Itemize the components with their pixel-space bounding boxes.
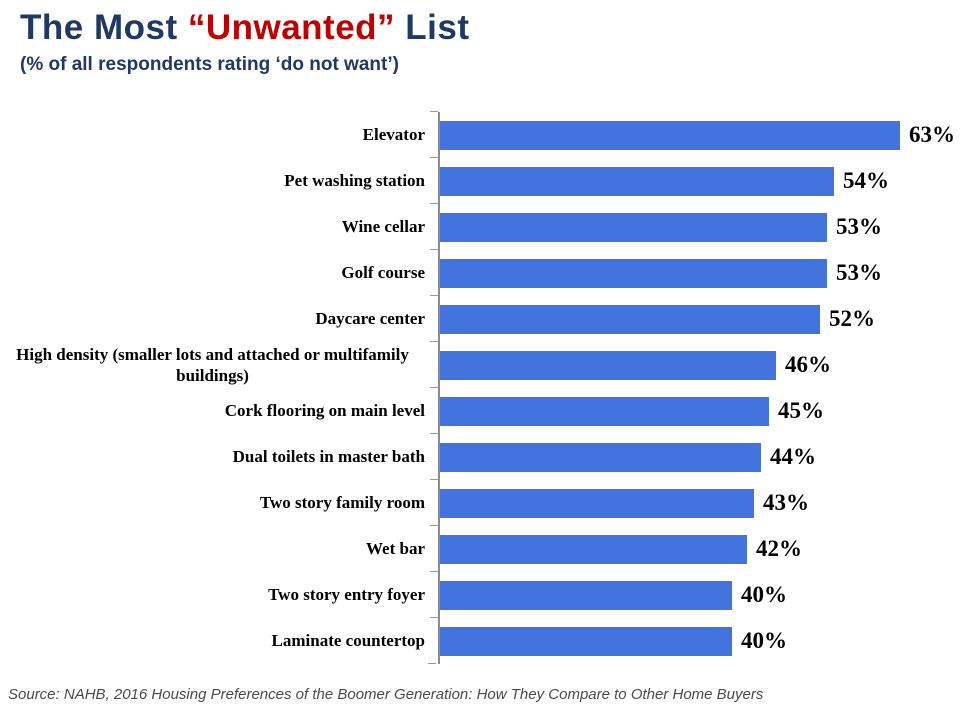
- title-suffix: List: [395, 8, 470, 47]
- chart-plot-area: Elevator 63% Pet washing station 54% Win…: [0, 111, 963, 664]
- bar: [440, 304, 820, 334]
- title-prefix: The Most: [20, 8, 188, 47]
- bar: [440, 350, 776, 380]
- value-label: 40%: [741, 628, 787, 653]
- bar: [440, 212, 827, 242]
- plot-cell: 40%: [430, 571, 963, 618]
- bar: [440, 120, 900, 150]
- chart-row: Laminate countertop 40%: [0, 617, 963, 664]
- value-label: 45%: [778, 398, 824, 423]
- chart-row: Elevator 63%: [0, 111, 963, 158]
- value-label: 46%: [785, 352, 831, 377]
- plot-cell: 43%: [430, 479, 963, 526]
- plot-cell: 42%: [430, 525, 963, 572]
- plot-cell: 46%: [430, 341, 963, 388]
- chart-row: Daycare center 52%: [0, 295, 963, 342]
- bar: [440, 442, 761, 472]
- category-label-cell: Two story family room: [0, 480, 438, 526]
- chart-header: The Most “Unwanted” List (% of all respo…: [0, 0, 963, 77]
- bar-chart: Elevator 63% Pet washing station 54% Win…: [0, 111, 963, 664]
- category-label-cell: Golf course: [0, 250, 438, 296]
- value-label: 63%: [909, 122, 955, 147]
- value-label: 54%: [843, 168, 889, 193]
- category-label: Laminate countertop: [271, 631, 425, 651]
- value-label: 42%: [756, 536, 802, 561]
- bar: [440, 166, 834, 196]
- bar: [440, 626, 732, 656]
- plot-cell: 44%: [430, 433, 963, 480]
- chart-row: Dual toilets in master bath 44%: [0, 433, 963, 480]
- category-label-cell: Laminate countertop: [0, 618, 438, 664]
- category-label: Cork flooring on main level: [224, 401, 425, 421]
- chart-row: Pet washing station 54%: [0, 157, 963, 204]
- bar: [440, 534, 747, 564]
- category-label: Wine cellar: [341, 217, 425, 237]
- value-label: 53%: [836, 260, 882, 285]
- value-label: 44%: [770, 444, 816, 469]
- category-label-cell: Pet washing station: [0, 158, 438, 204]
- bar: [440, 396, 769, 426]
- bar: [440, 580, 732, 610]
- page-title: The Most “Unwanted” List: [20, 8, 963, 48]
- chart-row: Golf course 53%: [0, 249, 963, 296]
- category-label: High density (smaller lots and attached …: [16, 344, 409, 385]
- chart-row: Two story family room 43%: [0, 479, 963, 526]
- category-label: Elevator: [362, 125, 425, 145]
- plot-cell: 54%: [430, 157, 963, 204]
- value-label: 40%: [741, 582, 787, 607]
- category-label-cell: Daycare center: [0, 296, 438, 342]
- category-label: Pet washing station: [284, 171, 425, 191]
- chart-footer: Source: NAHB, 2016 Housing Preferences o…: [8, 686, 963, 704]
- chart-row: Wet bar 42%: [0, 525, 963, 572]
- plot-cell: 40%: [430, 617, 963, 664]
- plot-cell: 63%: [430, 111, 963, 158]
- plot-cell: 53%: [430, 249, 963, 296]
- category-label-cell: Two story entry foyer: [0, 572, 438, 618]
- value-label: 43%: [763, 490, 809, 515]
- title-highlight: “Unwanted”: [187, 8, 396, 47]
- category-label-cell: Cork flooring on main level: [0, 388, 438, 434]
- category-label-cell: Elevator: [0, 112, 438, 158]
- plot-cell: 53%: [430, 203, 963, 250]
- category-label: Dual toilets in master bath: [232, 447, 425, 467]
- bar: [440, 258, 827, 288]
- chart-row: Two story entry foyer 40%: [0, 571, 963, 618]
- category-label: Wet bar: [365, 539, 425, 559]
- category-label-cell: Wet bar: [0, 526, 438, 572]
- category-label: Daycare center: [315, 309, 425, 329]
- category-label-cell: Dual toilets in master bath: [0, 434, 438, 480]
- category-label: Two story entry foyer: [268, 585, 425, 605]
- source-text: Source: NAHB, 2016 Housing Preferences o…: [8, 686, 764, 703]
- plot-cell: 52%: [430, 295, 963, 342]
- chart-row: High density (smaller lots and attached …: [0, 341, 963, 388]
- category-label-cell: Wine cellar: [0, 204, 438, 250]
- plot-cell: 45%: [430, 387, 963, 434]
- value-label: 53%: [836, 214, 882, 239]
- bar: [440, 488, 754, 518]
- category-label: Two story family room: [259, 493, 425, 513]
- chart-row: Cork flooring on main level 45%: [0, 387, 963, 434]
- category-label: Golf course: [341, 263, 425, 283]
- chart-row: Wine cellar 53%: [0, 203, 963, 250]
- chart-subtitle: (% of all respondents rating ‘do not wan…: [20, 54, 399, 75]
- value-label: 52%: [829, 306, 875, 331]
- category-label-cell: High density (smaller lots and attached …: [0, 342, 438, 388]
